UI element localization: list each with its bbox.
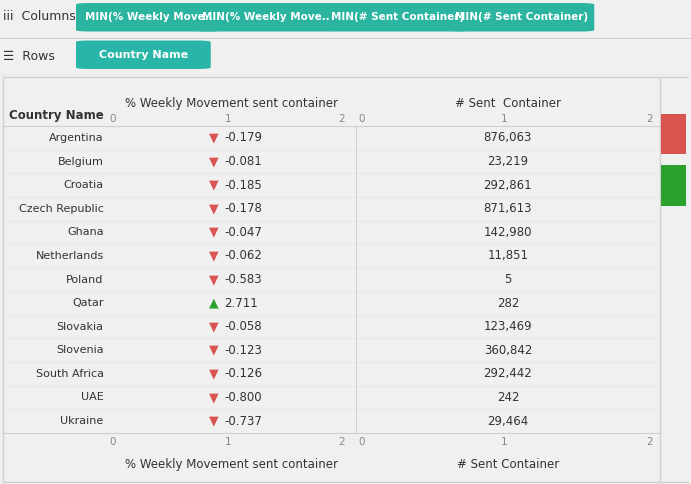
Text: 29,464: 29,464 (487, 415, 529, 427)
Text: ▼: ▼ (209, 391, 219, 404)
Text: -0.062: -0.062 (225, 249, 263, 262)
Text: ▼: ▼ (209, 320, 219, 333)
Text: 1: 1 (225, 437, 231, 447)
Text: 2: 2 (339, 437, 346, 447)
Text: 292,442: 292,442 (484, 367, 532, 380)
Text: Croatia: Croatia (64, 180, 104, 190)
Text: ▲: ▲ (209, 297, 219, 310)
Text: 0: 0 (358, 437, 365, 447)
Text: % Weekly Movement sent container: % Weekly Movement sent container (125, 97, 338, 110)
Text: -0.081: -0.081 (225, 155, 263, 168)
FancyBboxPatch shape (325, 3, 470, 31)
Text: 360,842: 360,842 (484, 344, 532, 357)
Text: 23,219: 23,219 (487, 155, 529, 168)
Text: 871,613: 871,613 (484, 202, 532, 215)
Text: -0.058: -0.058 (225, 320, 262, 333)
Text: 1: 1 (225, 114, 231, 124)
Text: MIN(# Sent Container): MIN(# Sent Container) (455, 12, 588, 22)
Text: Argentina: Argentina (49, 133, 104, 143)
Text: Ukraine: Ukraine (60, 416, 104, 426)
Text: 292,861: 292,861 (484, 179, 532, 192)
Text: 2: 2 (646, 114, 653, 124)
Text: -0.800: -0.800 (225, 391, 262, 404)
Bar (661, 165, 686, 206)
Text: Qatar: Qatar (72, 298, 104, 308)
Text: -0.126: -0.126 (225, 367, 263, 380)
Text: Slovenia: Slovenia (56, 345, 104, 355)
Text: Belgium: Belgium (58, 156, 104, 166)
FancyBboxPatch shape (76, 41, 211, 69)
Text: 142,980: 142,980 (484, 226, 532, 239)
Text: 11,851: 11,851 (487, 249, 529, 262)
Text: ▼: ▼ (209, 249, 219, 262)
Text: 5: 5 (504, 273, 511, 286)
Text: Poland: Poland (66, 274, 104, 285)
Text: Slovakia: Slovakia (57, 322, 104, 332)
Text: MIN(# Sent Container): MIN(# Sent Container) (331, 12, 464, 22)
Text: 2: 2 (646, 437, 653, 447)
Text: ▼: ▼ (209, 415, 219, 427)
FancyBboxPatch shape (449, 3, 594, 31)
Text: 2.711: 2.711 (225, 297, 258, 310)
Text: ▼: ▼ (209, 179, 219, 192)
Text: 0: 0 (109, 114, 116, 124)
Text: 2: 2 (339, 114, 346, 124)
Text: 0: 0 (358, 114, 365, 124)
Text: 282: 282 (497, 297, 519, 310)
Text: 1: 1 (501, 114, 508, 124)
Text: ▼: ▼ (209, 226, 219, 239)
Text: 242: 242 (497, 391, 519, 404)
Text: ▼: ▼ (209, 367, 219, 380)
FancyBboxPatch shape (193, 3, 339, 31)
Text: -0.178: -0.178 (225, 202, 263, 215)
Text: -0.737: -0.737 (225, 415, 263, 427)
Text: 876,063: 876,063 (484, 132, 532, 144)
Text: MIN(% Weekly Move..: MIN(% Weekly Move.. (202, 12, 330, 22)
Text: ▼: ▼ (209, 132, 219, 144)
FancyBboxPatch shape (76, 3, 221, 31)
Text: % Weekly Movement sent container: % Weekly Movement sent container (125, 458, 338, 471)
Text: # Sent  Container: # Sent Container (455, 97, 561, 110)
Text: ☰  Rows: ☰ Rows (3, 50, 55, 63)
Text: MIN(% Weekly Move..: MIN(% Weekly Move.. (85, 12, 212, 22)
Text: -0.123: -0.123 (225, 344, 263, 357)
Text: 0: 0 (109, 437, 116, 447)
Text: -0.185: -0.185 (225, 179, 263, 192)
Text: 123,469: 123,469 (484, 320, 532, 333)
Text: South Africa: South Africa (36, 369, 104, 379)
Text: Netherlands: Netherlands (35, 251, 104, 261)
Text: ▼: ▼ (209, 202, 219, 215)
Text: ▼: ▼ (209, 273, 219, 286)
Text: UAE: UAE (81, 393, 104, 403)
Text: ▼: ▼ (209, 344, 219, 357)
Text: Ghana: Ghana (67, 227, 104, 237)
Text: 1: 1 (501, 437, 508, 447)
Text: ▼: ▼ (209, 155, 219, 168)
Text: -0.179: -0.179 (225, 132, 263, 144)
Text: iii  Columns: iii Columns (3, 10, 76, 23)
Text: Country Name: Country Name (9, 109, 104, 122)
Text: # Sent Container: # Sent Container (457, 458, 559, 471)
Text: Country Name: Country Name (99, 50, 188, 60)
Text: -0.047: -0.047 (225, 226, 263, 239)
Text: Czech Republic: Czech Republic (19, 204, 104, 214)
Bar (661, 114, 686, 154)
Text: -0.583: -0.583 (225, 273, 262, 286)
